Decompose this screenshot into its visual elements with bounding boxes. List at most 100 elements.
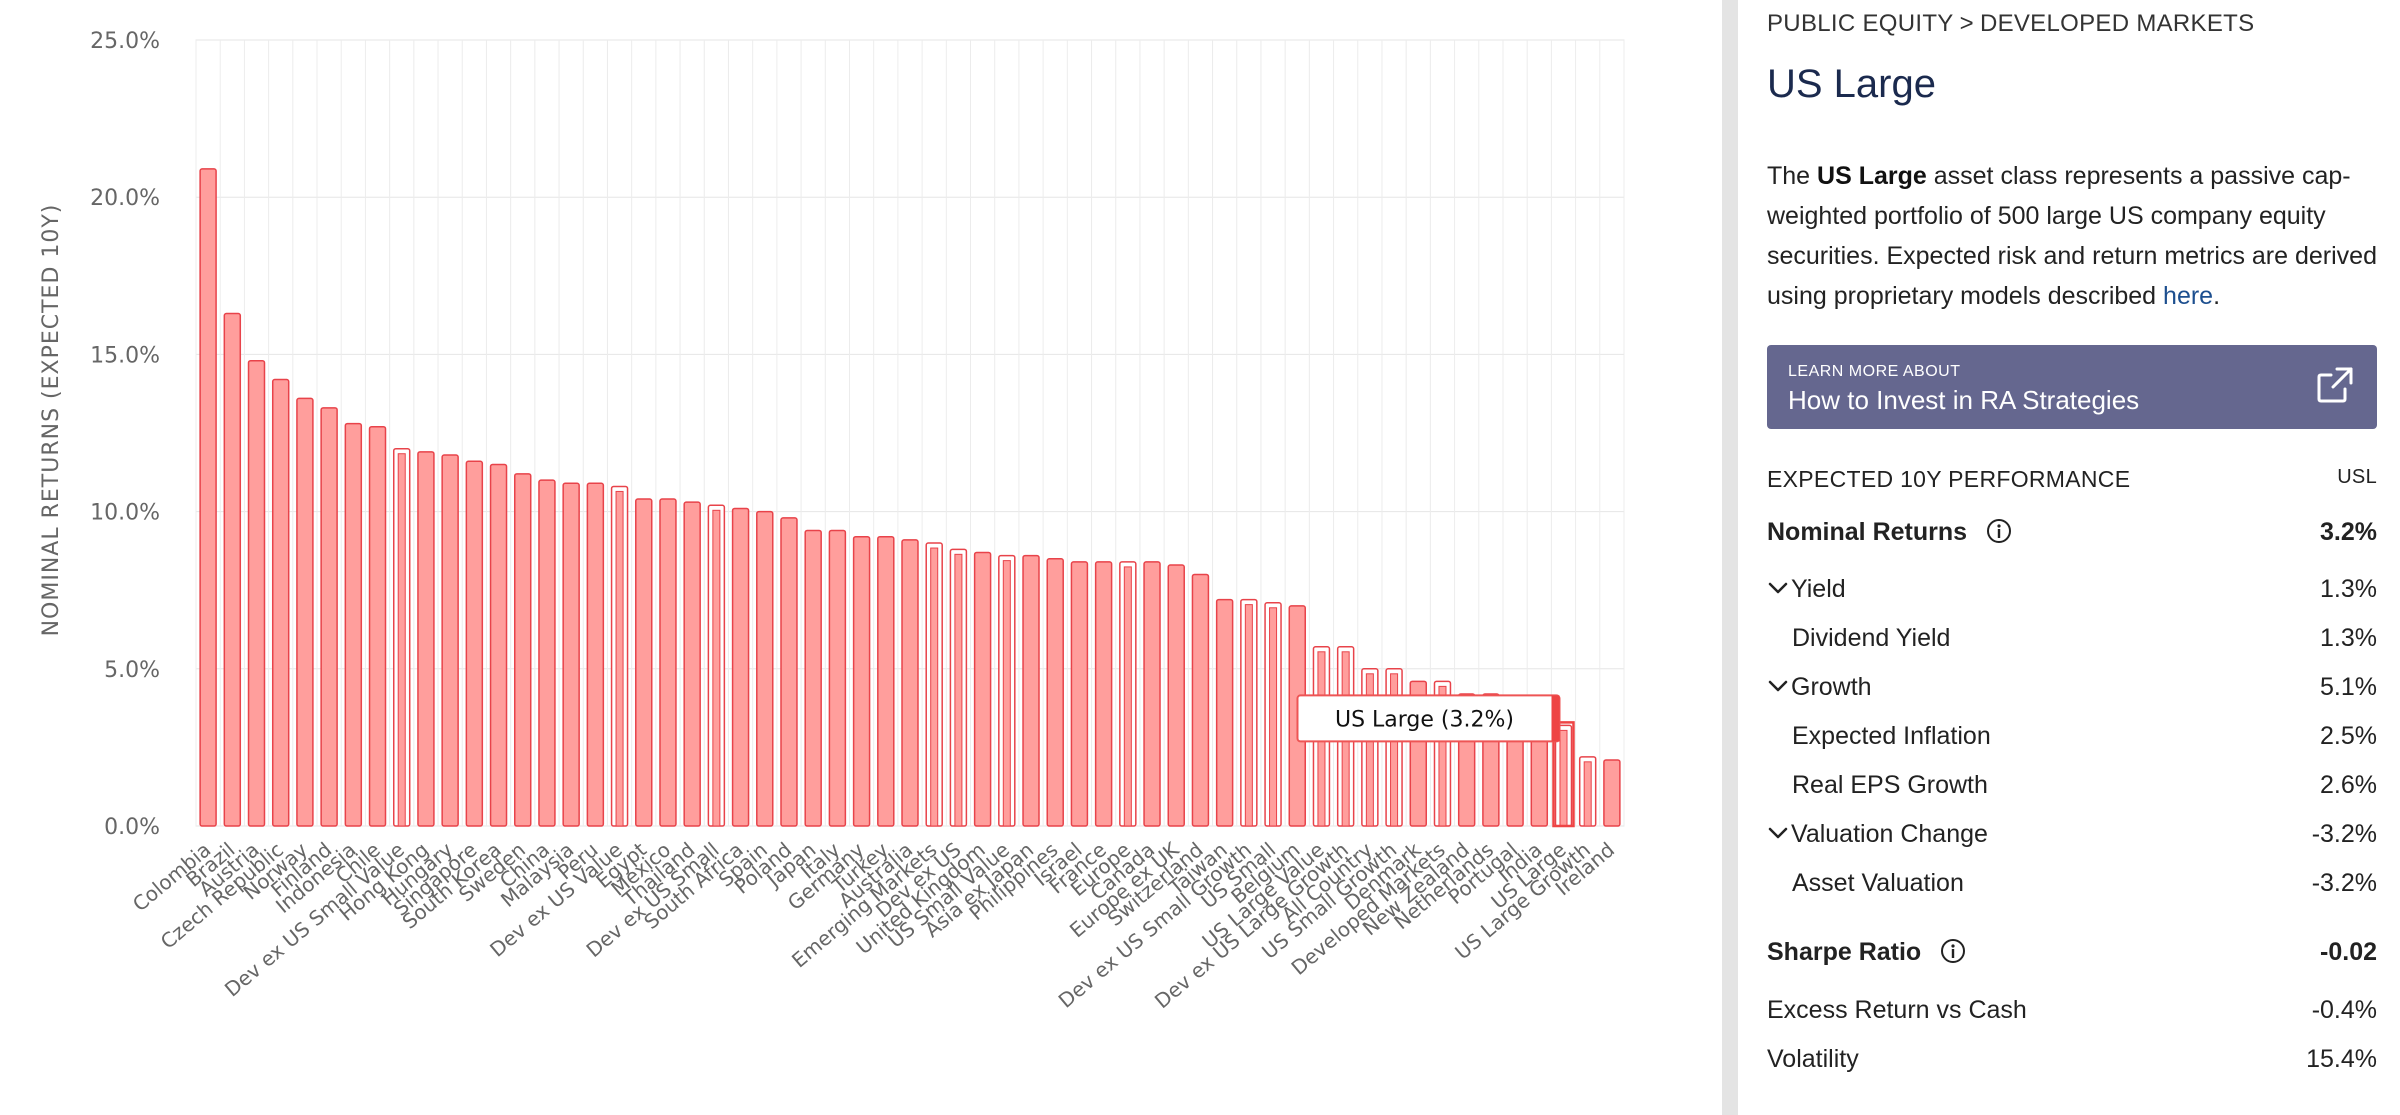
y-axis-ticks: 0.0% 5.0% 10.0% 15.0% 20.0% 25.0% bbox=[90, 29, 160, 840]
bar-indonesia[interactable] bbox=[344, 422, 363, 827]
learn-more-button[interactable]: LEARN MORE ABOUT How to Invest in RA Str… bbox=[1767, 345, 2377, 429]
bar-egypt[interactable] bbox=[635, 498, 653, 827]
bar-turkey[interactable] bbox=[877, 536, 895, 827]
bar-thailand[interactable] bbox=[683, 501, 701, 827]
bar-fill bbox=[828, 529, 847, 827]
bar-chart-svg: 0.0% 5.0% 10.0% 15.0% 20.0% 25.0% NOMINAL RET… bbox=[39, 29, 1625, 1013]
bar-sweden[interactable] bbox=[514, 473, 532, 827]
metric-row-valuation-change[interactable]: Valuation Change -3.2% bbox=[1767, 816, 2377, 852]
breadcrumb-item-public-equity[interactable]: PUBLIC EQUITY bbox=[1767, 10, 1954, 37]
bar-fill bbox=[877, 536, 895, 827]
bar-brazil[interactable] bbox=[223, 312, 242, 827]
bar-us-large[interactable] bbox=[1552, 721, 1575, 828]
external-link-icon bbox=[2317, 367, 2353, 403]
bar-fill bbox=[271, 378, 290, 827]
bar-hong-kong[interactable] bbox=[417, 451, 435, 827]
bar-asia-ex-japan[interactable] bbox=[1022, 554, 1040, 827]
bar-austria[interactable] bbox=[247, 359, 266, 827]
info-icon[interactable] bbox=[1940, 938, 1966, 964]
learn-more-eyebrow: LEARN MORE ABOUT bbox=[1788, 363, 1961, 380]
bar-germany[interactable] bbox=[852, 536, 871, 827]
metric-row-real-eps-growth: Real EPS Growth 2.6% bbox=[1767, 767, 2377, 803]
metric-label: Sharpe Ratio bbox=[1767, 938, 1922, 966]
breadcrumb-item-developed-markets[interactable]: DEVELOPED MARKETS bbox=[1979, 10, 2255, 37]
bar-inner bbox=[1438, 685, 1447, 827]
info-icon[interactable] bbox=[1986, 518, 2012, 544]
bar-fill bbox=[538, 479, 556, 827]
bar-emerging-markets[interactable] bbox=[925, 542, 943, 827]
bar-dev-ex-us-small[interactable] bbox=[707, 504, 726, 827]
bar-peru[interactable] bbox=[586, 482, 605, 827]
bar-dev-ex-us-small-value[interactable] bbox=[392, 447, 411, 827]
bar-hungary[interactable] bbox=[441, 454, 459, 827]
bar-europe-ex-uk[interactable] bbox=[1167, 564, 1185, 827]
bar-taiwan[interactable] bbox=[1215, 598, 1234, 827]
bar-europe[interactable] bbox=[1119, 561, 1137, 827]
y-tick-label: 20.0% bbox=[90, 186, 160, 211]
bar-philippines[interactable] bbox=[1046, 558, 1064, 827]
bar-dev-ex-us-value[interactable] bbox=[610, 485, 629, 827]
returns-bar-chart: 0.0% 5.0% 10.0% 15.0% 20.0% 25.0% NOMINAL RET… bbox=[39, 29, 1625, 1013]
bar-dev-ex-us[interactable] bbox=[949, 548, 968, 827]
bar-united-kingdom[interactable] bbox=[973, 551, 992, 827]
ticker-label: USL bbox=[2337, 466, 2377, 488]
metric-value: 2.6% bbox=[2320, 771, 2377, 799]
panel-divider[interactable] bbox=[1722, 0, 1738, 1115]
metric-row-growth[interactable]: Growth 5.1% bbox=[1767, 669, 2377, 705]
chevron-down-icon[interactable] bbox=[1767, 675, 1789, 697]
bar-inner bbox=[954, 553, 963, 827]
bar-south-korea[interactable] bbox=[489, 463, 508, 827]
bar-israel[interactable] bbox=[1070, 561, 1089, 827]
bar-us-small-growth[interactable] bbox=[1385, 668, 1403, 827]
bar-fill bbox=[1215, 598, 1234, 827]
metric-row-nominal-returns: Nominal Returns 3.2% bbox=[1767, 514, 2377, 550]
bar-us-small[interactable] bbox=[1264, 602, 1282, 827]
bar-fill bbox=[247, 359, 266, 827]
bar-south-africa[interactable] bbox=[731, 507, 750, 827]
bar-china[interactable] bbox=[538, 479, 556, 827]
bar-us-small-value[interactable] bbox=[998, 554, 1016, 827]
description-asset-name: US Large bbox=[1817, 162, 1927, 190]
description-body: asset class represents a passive cap-wei… bbox=[1767, 162, 2377, 310]
bar-finland[interactable] bbox=[320, 407, 338, 827]
metric-label: Asset Valuation bbox=[1792, 869, 1964, 897]
bar-france[interactable] bbox=[1094, 561, 1113, 827]
bar-us-large-growth[interactable] bbox=[1578, 756, 1597, 827]
bar-inner bbox=[1365, 673, 1374, 827]
y-axis-label: NOMINAL RETURNS (EXPECTED 10Y) bbox=[39, 204, 64, 637]
bar-colombia[interactable] bbox=[199, 168, 217, 827]
bar-canada[interactable] bbox=[1143, 561, 1161, 827]
bar-fill bbox=[586, 482, 605, 827]
bar-mexico[interactable] bbox=[659, 498, 677, 827]
bar-poland[interactable] bbox=[780, 517, 798, 827]
bar-fill bbox=[1191, 573, 1210, 827]
bar-inner bbox=[1123, 566, 1132, 827]
metric-row-excess-return: Excess Return vs Cash -0.4% bbox=[1767, 992, 2377, 1028]
metric-label: Volatility bbox=[1767, 1045, 1859, 1073]
bar-dev-ex-us-small-growth[interactable] bbox=[1240, 598, 1258, 827]
metric-row-yield[interactable]: Yield 1.3% bbox=[1767, 571, 2377, 607]
bar-czech-republic[interactable] bbox=[271, 378, 290, 827]
bar-inner bbox=[1559, 729, 1568, 827]
bar-spain[interactable] bbox=[756, 510, 774, 827]
bar-malaysia[interactable] bbox=[562, 482, 580, 827]
bar-inner bbox=[930, 547, 939, 827]
bar-ireland[interactable] bbox=[1603, 759, 1621, 827]
bar-norway[interactable] bbox=[296, 397, 314, 827]
bar-fill bbox=[1046, 558, 1064, 827]
bar-australia[interactable] bbox=[901, 539, 919, 827]
bar-all-country[interactable] bbox=[1361, 668, 1379, 827]
bar-highlight bbox=[1552, 721, 1575, 828]
asset-detail-panel: PUBLIC EQUITY > DEVELOPED MARKETS US Large… bbox=[1767, 0, 2377, 1115]
bar-italy[interactable] bbox=[828, 529, 847, 827]
chevron-down-icon[interactable] bbox=[1767, 822, 1789, 844]
metric-label: Dividend Yield bbox=[1792, 624, 1951, 652]
bar-japan[interactable] bbox=[804, 529, 822, 827]
bar-switzerland[interactable] bbox=[1191, 573, 1210, 827]
bar-chile[interactable] bbox=[368, 425, 387, 827]
chevron-down-icon[interactable] bbox=[1767, 577, 1789, 599]
bar-singapore[interactable] bbox=[465, 460, 484, 827]
metric-row-asset-valuation: Asset Valuation -3.2% bbox=[1767, 865, 2377, 901]
description-here-link[interactable]: here bbox=[2163, 282, 2214, 310]
